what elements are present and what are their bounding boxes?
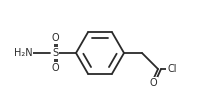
Text: H₂N: H₂N [14, 48, 32, 58]
Text: O: O [51, 63, 59, 73]
Text: O: O [51, 33, 59, 43]
Text: O: O [148, 78, 156, 88]
Text: S: S [52, 48, 58, 58]
Text: Cl: Cl [166, 64, 176, 74]
